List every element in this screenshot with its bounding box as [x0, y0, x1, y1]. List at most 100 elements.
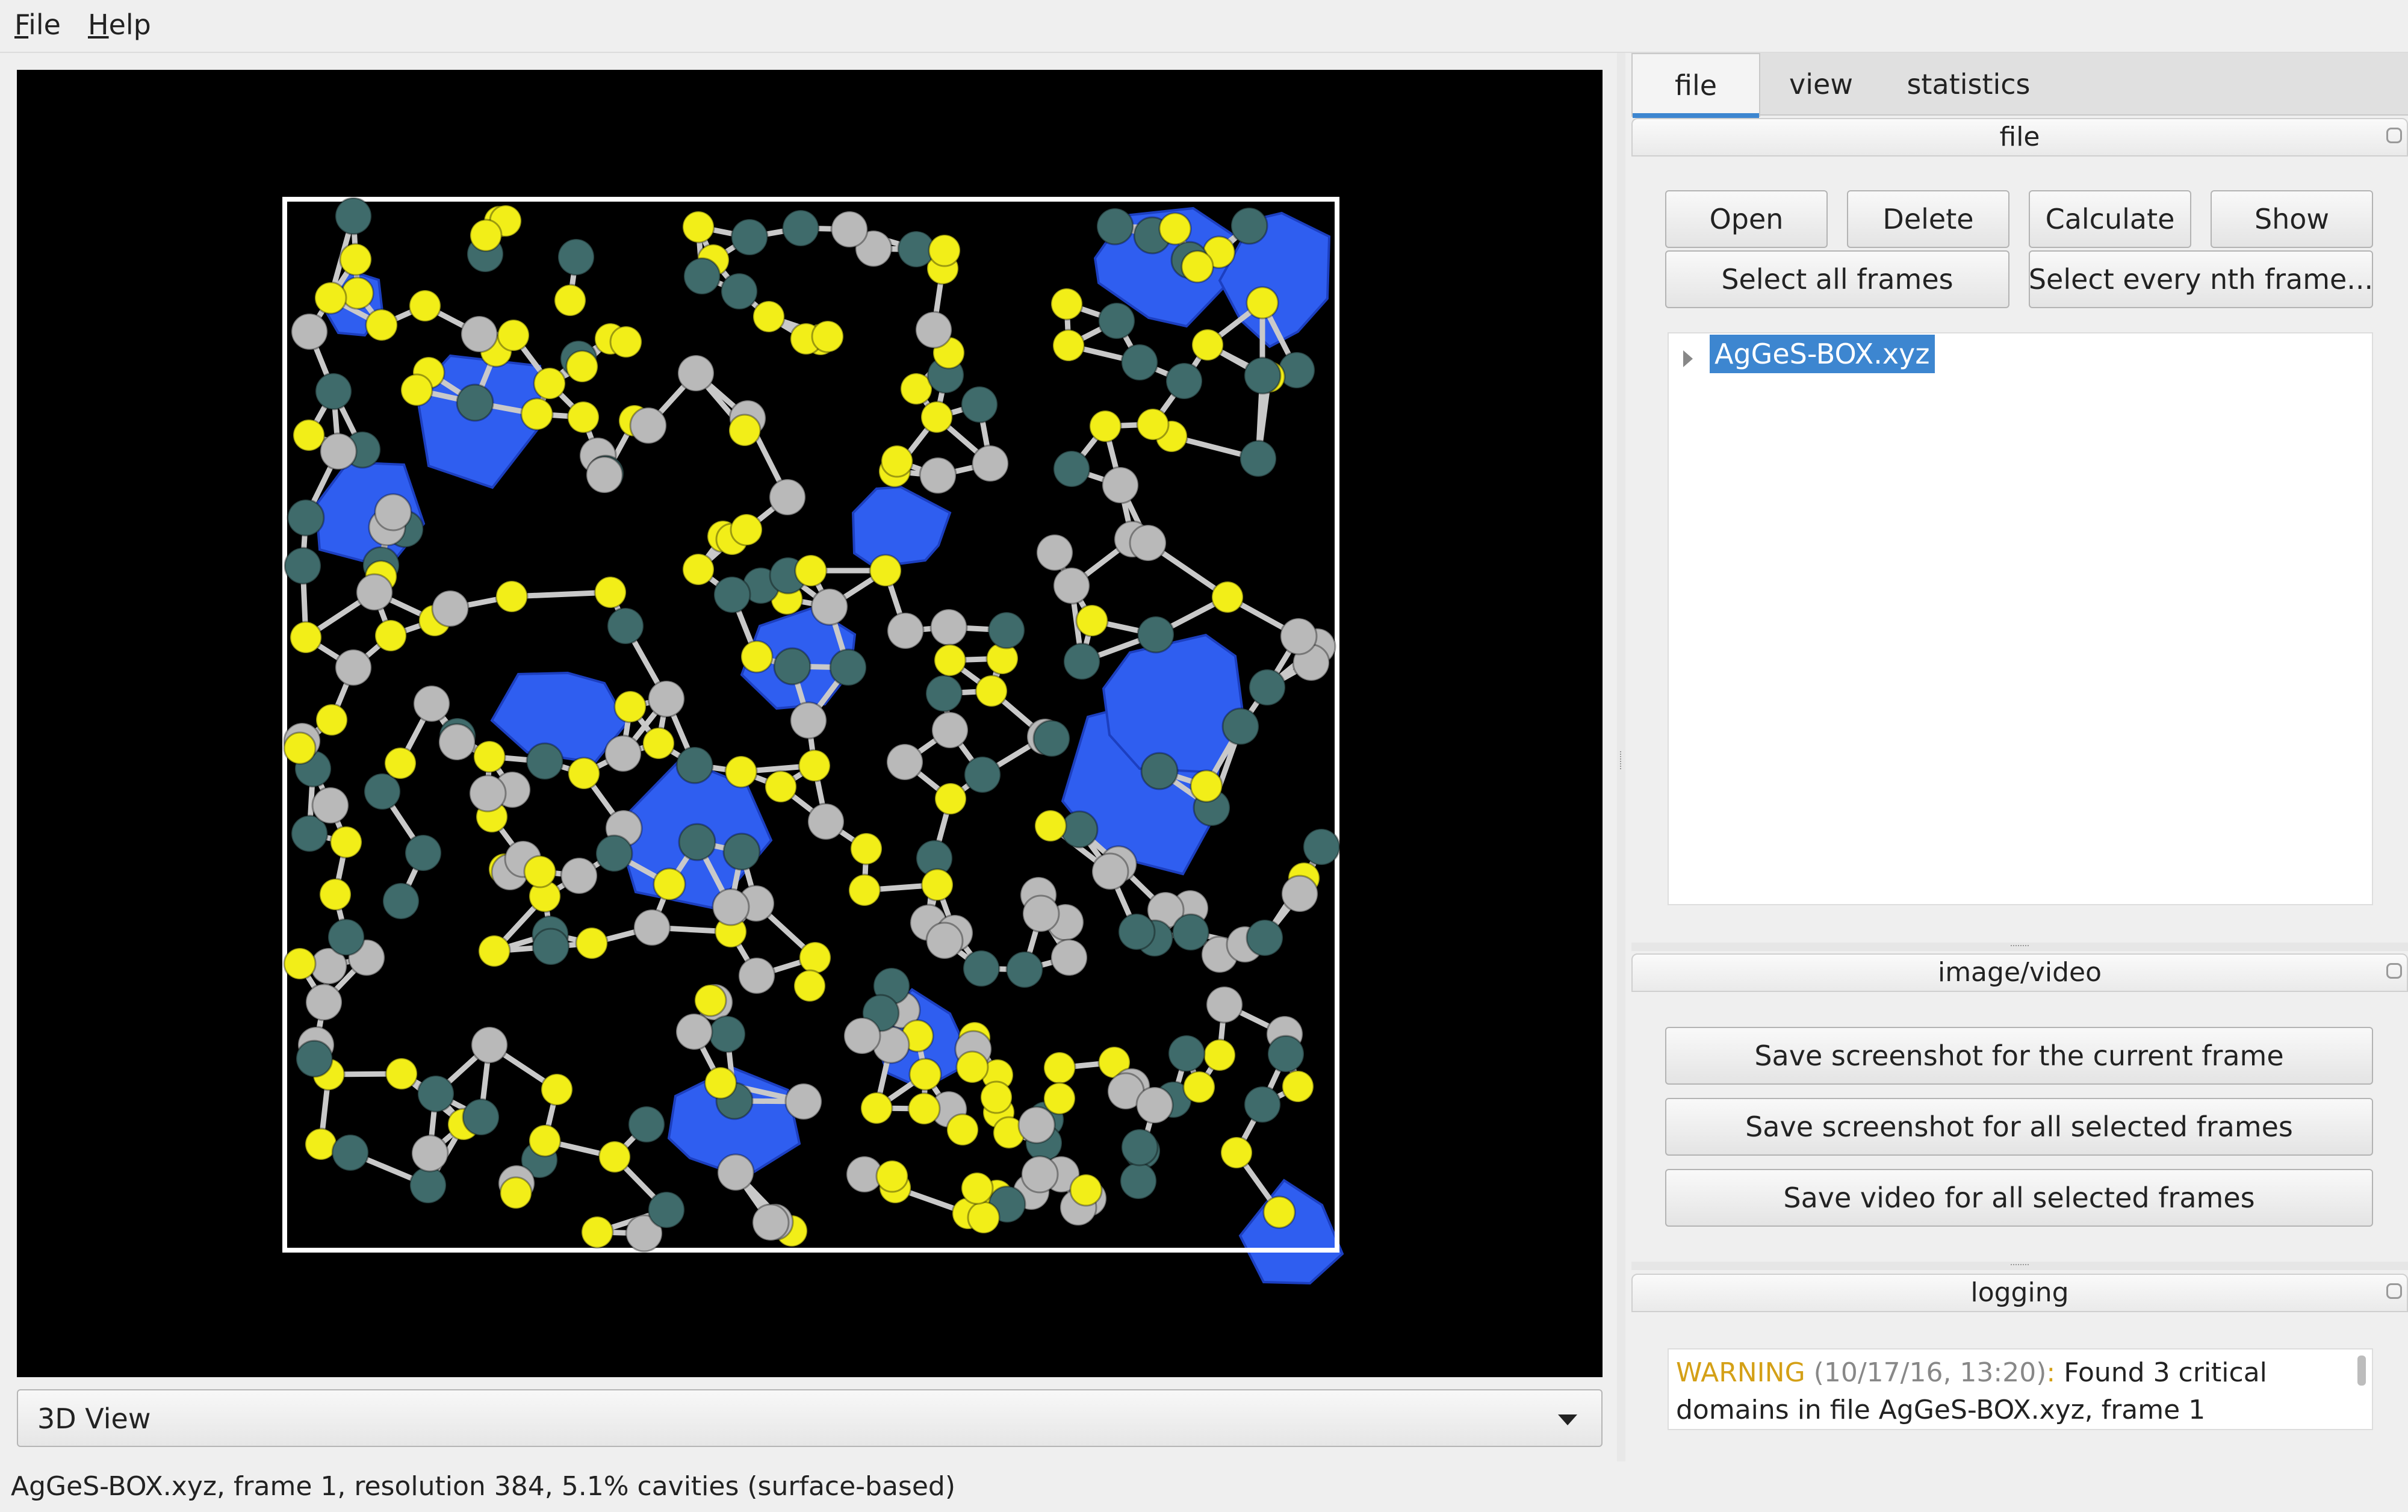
vertical-splitter-handle[interactable]	[1617, 53, 1625, 1461]
calculate-button[interactable]: Calculate	[2029, 190, 2191, 248]
molecule-render	[282, 197, 1344, 1285]
atom-teal	[595, 834, 633, 873]
atom-yellow	[1088, 409, 1122, 443]
atom-gray	[411, 1134, 449, 1173]
atom-yellow	[339, 243, 373, 276]
tab-bar: file view statistics	[1631, 53, 2408, 118]
atom-yellow	[314, 281, 347, 315]
atom-teal	[1167, 1034, 1206, 1073]
atom-yellow	[1052, 329, 1085, 362]
atom-yellow	[1190, 769, 1223, 803]
atom-yellow	[908, 1058, 942, 1091]
float-panel-icon[interactable]	[2386, 1283, 2402, 1299]
atom-yellow	[975, 674, 1008, 708]
atom-gray	[843, 1017, 881, 1055]
horizontal-splitter-handle[interactable]	[1631, 1262, 2408, 1270]
molecule-3d-viewport[interactable]	[17, 70, 1603, 1377]
atom-gray	[355, 573, 394, 612]
view-mode-select[interactable]: 3D View	[17, 1389, 1603, 1447]
save-screenshot-selected-button[interactable]: Save screenshot for all selected frames	[1665, 1098, 2373, 1156]
atom-teal	[1097, 302, 1136, 340]
atom-gray	[737, 956, 776, 995]
file-section-header: file	[1631, 118, 2408, 156]
atom-yellow	[1043, 1082, 1076, 1115]
log-output[interactable]: WARNING (10/17/16, 13:20): Found 3 criti…	[1668, 1348, 2373, 1430]
save-screenshot-current-button[interactable]: Save screenshot for the current frame	[1665, 1027, 2373, 1085]
atom-gray	[1135, 1086, 1174, 1124]
select-every-nth-frame-button[interactable]: Select every nth frame...	[2029, 250, 2373, 308]
save-video-button[interactable]: Save video for all selected frames	[1665, 1169, 2373, 1227]
menu-file[interactable]: File	[14, 8, 61, 41]
atom-yellow	[495, 580, 529, 613]
atom-yellow	[598, 1140, 631, 1174]
log-separator: :	[2046, 1357, 2056, 1388]
atom-teal	[987, 611, 1026, 649]
atom-yellow	[1069, 1173, 1103, 1207]
atom-teal	[327, 918, 365, 956]
atom-yellow	[374, 619, 408, 652]
atom-yellow	[408, 289, 442, 323]
open-button[interactable]: Open	[1665, 190, 1828, 248]
atom-teal	[606, 607, 645, 645]
atom-yellow	[365, 308, 399, 342]
cavity-domain	[1238, 1179, 1344, 1285]
atom-teal	[1060, 810, 1099, 849]
atom-gray	[1022, 894, 1060, 933]
atom-yellow	[899, 372, 933, 406]
atom-teal	[532, 928, 570, 966]
atom-gray	[431, 589, 470, 628]
atom-yellow	[681, 210, 715, 244]
atom-gray	[929, 608, 968, 646]
atom-teal	[557, 238, 595, 276]
atom-gray	[1279, 617, 1318, 655]
cavity-domain	[1102, 633, 1247, 774]
atom-yellow	[934, 782, 967, 816]
log-entry: WARNING (10/17/16, 13:20): Found 3 criti…	[1676, 1354, 2338, 1429]
atom-teal	[730, 218, 769, 256]
atom-yellow	[315, 703, 349, 737]
atom-gray	[470, 1026, 509, 1064]
atom-teal	[404, 834, 442, 872]
atom-yellow	[1262, 1195, 1296, 1229]
atom-gray	[1205, 985, 1244, 1024]
tab-statistics[interactable]: statistics	[1884, 53, 2053, 116]
log-scrollbar[interactable]	[2355, 1353, 2369, 1428]
atom-yellow	[400, 373, 433, 407]
atom-teal	[1246, 919, 1284, 957]
atom-yellow	[798, 941, 832, 974]
logging-section-title: logging	[1970, 1277, 2069, 1308]
tree-item-file[interactable]: AgGeS-BOX.xyz	[1710, 335, 1935, 373]
atom-teal	[1230, 206, 1268, 245]
atom-gray	[319, 432, 358, 471]
select-all-frames-button[interactable]: Select all frames	[1665, 250, 2009, 308]
float-panel-icon[interactable]	[2386, 963, 2402, 979]
show-button[interactable]: Show	[2211, 190, 2373, 248]
menu-help[interactable]: Help	[88, 8, 151, 41]
atom-gray	[931, 711, 969, 749]
atom-teal	[829, 648, 867, 687]
tab-view[interactable]: view	[1758, 53, 1884, 116]
atom-gray	[460, 315, 498, 353]
cavity-domain	[1093, 206, 1235, 328]
atom-gray	[1050, 938, 1088, 977]
tree-expand-icon[interactable]	[1683, 350, 1693, 367]
file-tree[interactable]: AgGeS-BOX.xyz	[1668, 332, 2373, 905]
logging-section-header: logging	[1631, 1274, 2408, 1312]
atom-teal	[713, 575, 751, 614]
float-panel-icon[interactable]	[2386, 128, 2402, 143]
atom-teal	[627, 1105, 666, 1144]
delete-button[interactable]: Delete	[1847, 190, 2009, 248]
atom-yellow	[869, 554, 902, 587]
atom-yellow	[1203, 1038, 1237, 1072]
atom-teal	[1267, 1035, 1305, 1073]
scrollbar-thumb[interactable]	[2357, 1356, 2366, 1386]
atom-yellow	[566, 400, 600, 434]
atom-yellow	[704, 1066, 737, 1100]
atom-yellow	[642, 727, 675, 760]
atom-yellow	[283, 731, 317, 765]
atom-gray	[830, 210, 869, 249]
tab-file[interactable]: file	[1631, 53, 1760, 118]
atom-gray	[677, 354, 715, 392]
splitter-grip-icon	[2011, 1264, 2029, 1268]
horizontal-splitter-handle[interactable]	[1631, 943, 2408, 951]
